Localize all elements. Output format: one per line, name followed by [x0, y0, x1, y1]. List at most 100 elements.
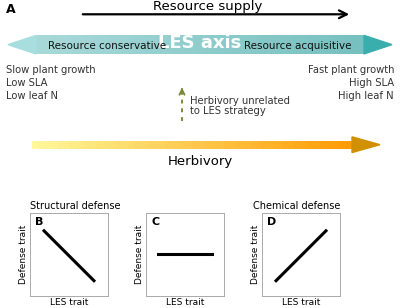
Bar: [52, 35, 58, 54]
Bar: [91, 35, 96, 54]
Bar: [307, 141, 314, 149]
Bar: [154, 141, 160, 149]
Bar: [156, 35, 162, 54]
Polygon shape: [364, 35, 392, 54]
Bar: [243, 141, 250, 149]
Text: A: A: [6, 3, 16, 16]
Bar: [237, 141, 243, 149]
Bar: [38, 141, 45, 149]
Text: LES axis: LES axis: [158, 34, 242, 51]
Bar: [36, 35, 42, 54]
Bar: [189, 35, 194, 54]
Bar: [173, 35, 178, 54]
Bar: [80, 35, 85, 54]
Bar: [315, 35, 320, 54]
Bar: [194, 35, 200, 54]
Bar: [115, 141, 122, 149]
Text: Low SLA: Low SLA: [6, 78, 48, 88]
Bar: [151, 35, 156, 54]
Bar: [45, 141, 51, 149]
Bar: [266, 35, 271, 54]
Bar: [74, 35, 80, 54]
Text: Resource supply: Resource supply: [153, 0, 263, 13]
Bar: [309, 35, 315, 54]
Bar: [320, 35, 326, 54]
Text: B: B: [36, 217, 44, 227]
Bar: [222, 35, 227, 54]
Bar: [102, 141, 109, 149]
Bar: [348, 35, 353, 54]
Text: Resource acquisitive: Resource acquisitive: [244, 41, 352, 51]
Bar: [293, 35, 298, 54]
Bar: [353, 35, 358, 54]
Bar: [260, 35, 266, 54]
X-axis label: LES trait: LES trait: [50, 298, 88, 307]
Bar: [275, 141, 282, 149]
Bar: [32, 141, 38, 149]
Bar: [134, 35, 140, 54]
Y-axis label: Defense trait: Defense trait: [19, 225, 28, 284]
Bar: [224, 141, 230, 149]
Bar: [238, 35, 244, 54]
Bar: [250, 141, 256, 149]
Bar: [206, 35, 211, 54]
Bar: [140, 35, 145, 54]
Bar: [326, 35, 331, 54]
Bar: [200, 35, 206, 54]
Bar: [122, 141, 128, 149]
Bar: [178, 35, 184, 54]
Bar: [198, 141, 205, 149]
Bar: [256, 141, 262, 149]
Bar: [162, 35, 167, 54]
Bar: [339, 141, 346, 149]
Bar: [90, 141, 96, 149]
Bar: [255, 35, 260, 54]
Bar: [109, 141, 115, 149]
Bar: [288, 35, 293, 54]
Bar: [147, 141, 154, 149]
Bar: [102, 35, 107, 54]
Bar: [282, 35, 288, 54]
Y-axis label: Defense trait: Defense trait: [251, 225, 260, 284]
Bar: [47, 35, 52, 54]
Bar: [262, 141, 269, 149]
Bar: [129, 35, 134, 54]
Bar: [304, 35, 309, 54]
Bar: [298, 35, 304, 54]
Polygon shape: [8, 35, 36, 54]
Bar: [134, 141, 141, 149]
Bar: [218, 141, 224, 149]
Bar: [216, 35, 222, 54]
Text: Herbivory unrelated: Herbivory unrelated: [190, 95, 290, 106]
X-axis label: LES trait: LES trait: [166, 298, 204, 307]
Bar: [141, 141, 147, 149]
Text: Low leaf N: Low leaf N: [6, 91, 58, 101]
Text: High SLA: High SLA: [349, 78, 394, 88]
Bar: [42, 35, 47, 54]
Bar: [166, 141, 173, 149]
Bar: [186, 141, 192, 149]
Bar: [276, 35, 282, 54]
Bar: [58, 141, 64, 149]
Bar: [179, 141, 186, 149]
Bar: [271, 35, 276, 54]
Text: Slow plant growth: Slow plant growth: [6, 65, 96, 75]
Polygon shape: [352, 137, 380, 152]
Text: High leaf N: High leaf N: [338, 91, 394, 101]
Bar: [233, 35, 238, 54]
Bar: [70, 141, 77, 149]
Bar: [124, 35, 129, 54]
Bar: [358, 35, 364, 54]
Text: Herbivory: Herbivory: [167, 155, 233, 168]
Bar: [211, 141, 218, 149]
Bar: [83, 141, 90, 149]
Bar: [96, 141, 102, 149]
Bar: [282, 141, 288, 149]
Text: Resource conservative: Resource conservative: [48, 41, 166, 51]
Bar: [346, 141, 352, 149]
Bar: [211, 35, 216, 54]
Bar: [96, 35, 102, 54]
Bar: [333, 141, 339, 149]
Bar: [230, 141, 237, 149]
Bar: [301, 141, 307, 149]
